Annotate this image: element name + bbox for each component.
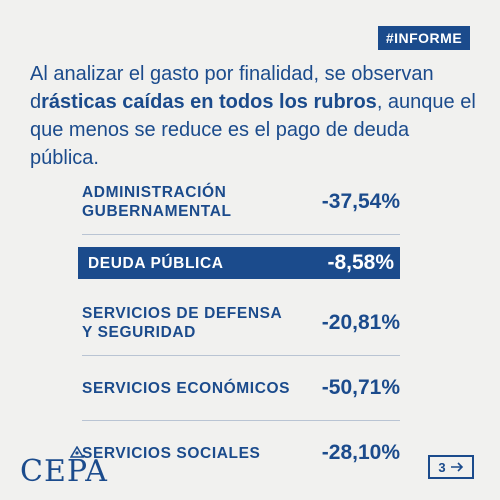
category-label: SERVICIOS DE DEFENSA Y SEGURIDAD	[82, 305, 282, 341]
table-row: SERVICIOS ECONÓMICOS -50,71%	[82, 356, 400, 421]
category-label: DEUDA PÚBLICA	[88, 254, 224, 272]
category-value: -50,71%	[321, 376, 400, 399]
logo-text: CEPA	[20, 454, 108, 489]
table-row-highlighted: DEUDA PÚBLICA -8,58%	[78, 243, 400, 283]
informe-tag: #INFORME	[378, 26, 470, 50]
category-value: -37,54%	[321, 190, 400, 213]
category-value: -8,58%	[327, 251, 394, 274]
intro-bold: rásticas caídas en todos los rubros	[41, 91, 377, 113]
intro-text: Al analizar el gasto por finalidad, se o…	[30, 60, 480, 172]
table-row: ADMINISTRACIÓN GUBERNAMENTAL -37,54%	[82, 170, 400, 235]
page-indicator[interactable]: 3	[428, 455, 474, 479]
table-row: SERVICIOS SOCIALES -28,10%	[82, 421, 400, 485]
table-row: SERVICIOS DE DEFENSA Y SEGURIDAD -20,81%	[82, 291, 400, 356]
arrow-right-icon	[450, 462, 463, 472]
category-value: -28,10%	[321, 441, 400, 464]
category-label: ADMINISTRACIÓN GUBERNAMENTAL	[82, 184, 232, 220]
category-label: SERVICIOS ECONÓMICOS	[82, 379, 291, 397]
highlight-bar	[78, 247, 400, 279]
category-label: SERVICIOS SOCIALES	[82, 444, 261, 462]
logo-emblem-icon	[70, 446, 84, 458]
cepa-logo: CEPA	[20, 446, 107, 490]
intro-part-1: Al analizar el gasto por finalidad, se o…	[30, 63, 434, 113]
page-number: 3	[438, 459, 446, 475]
category-value: -20,81%	[321, 311, 400, 334]
spending-table: ADMINISTRACIÓN GUBERNAMENTAL -37,54% DEU…	[78, 170, 400, 485]
intro-part-2: , aunque el que menos se reduce es el pa…	[30, 91, 476, 169]
